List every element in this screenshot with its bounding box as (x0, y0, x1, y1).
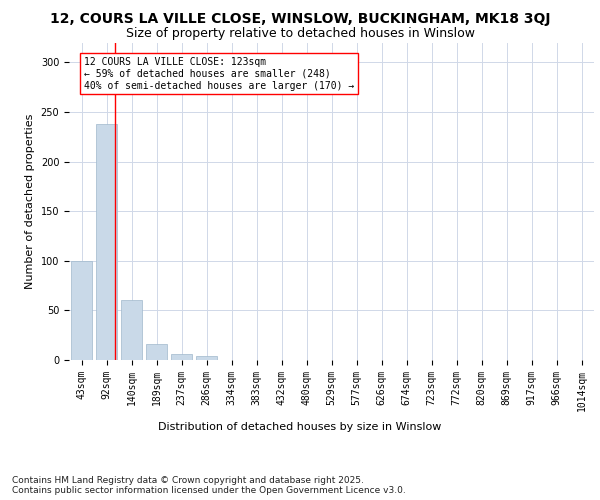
Text: Contains HM Land Registry data © Crown copyright and database right 2025.
Contai: Contains HM Land Registry data © Crown c… (12, 476, 406, 495)
Bar (71, 261, 92, 360)
Text: 12, COURS LA VILLE CLOSE, WINSLOW, BUCKINGHAM, MK18 3QJ: 12, COURS LA VILLE CLOSE, WINSLOW, BUCKI… (50, 12, 550, 26)
Bar (146, 344, 167, 360)
Text: Distribution of detached houses by size in Winslow: Distribution of detached houses by size … (158, 422, 442, 432)
Y-axis label: Number of detached properties: Number of detached properties (25, 114, 35, 289)
Bar (171, 354, 192, 360)
Bar (96, 124, 117, 360)
Text: Size of property relative to detached houses in Winslow: Size of property relative to detached ho… (125, 28, 475, 40)
Bar (121, 300, 142, 360)
Bar (196, 356, 217, 360)
Text: 12 COURS LA VILLE CLOSE: 123sqm
← 59% of detached houses are smaller (248)
40% o: 12 COURS LA VILLE CLOSE: 123sqm ← 59% of… (83, 58, 354, 90)
